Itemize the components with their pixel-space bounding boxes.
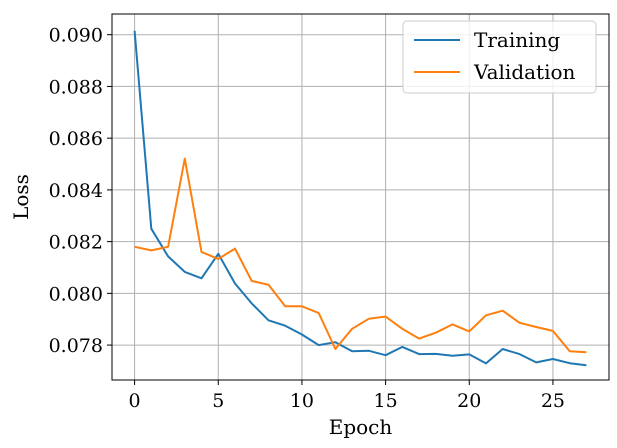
y-tick-label: 0.084 [49, 180, 103, 202]
y-tick-label: 0.080 [49, 283, 103, 305]
x-tick-label: 15 [374, 390, 398, 412]
series-line-training [133, 30, 587, 367]
x-tick-label: 0 [129, 390, 141, 412]
x-axis-label: Epoch [329, 415, 393, 439]
legend-label-training: Training [474, 28, 560, 52]
y-axis-label: Loss [9, 174, 33, 220]
legend-label-validation: Validation [473, 60, 576, 84]
x-tick-label: 10 [290, 390, 314, 412]
y-tick-label: 0.082 [49, 232, 103, 254]
series-line-validation [134, 157, 587, 354]
x-tick-label: 25 [541, 390, 565, 412]
y-tick-label: 0.090 [49, 25, 103, 47]
series-layer [133, 30, 587, 367]
y-tick-label: 0.088 [49, 76, 103, 98]
ticks: 0 5 10 15 20 25 0.078 0.080 0.082 0.084 0.086 0.088… [49, 25, 565, 412]
x-tick-label: 5 [212, 390, 224, 412]
grid [112, 14, 609, 380]
legend: Training Validation [402, 20, 597, 94]
plot-frame [111, 13, 610, 381]
y-tick-label: 0.078 [49, 335, 103, 357]
y-tick-label: 0.086 [49, 128, 103, 150]
x-tick-label: 20 [457, 390, 481, 412]
